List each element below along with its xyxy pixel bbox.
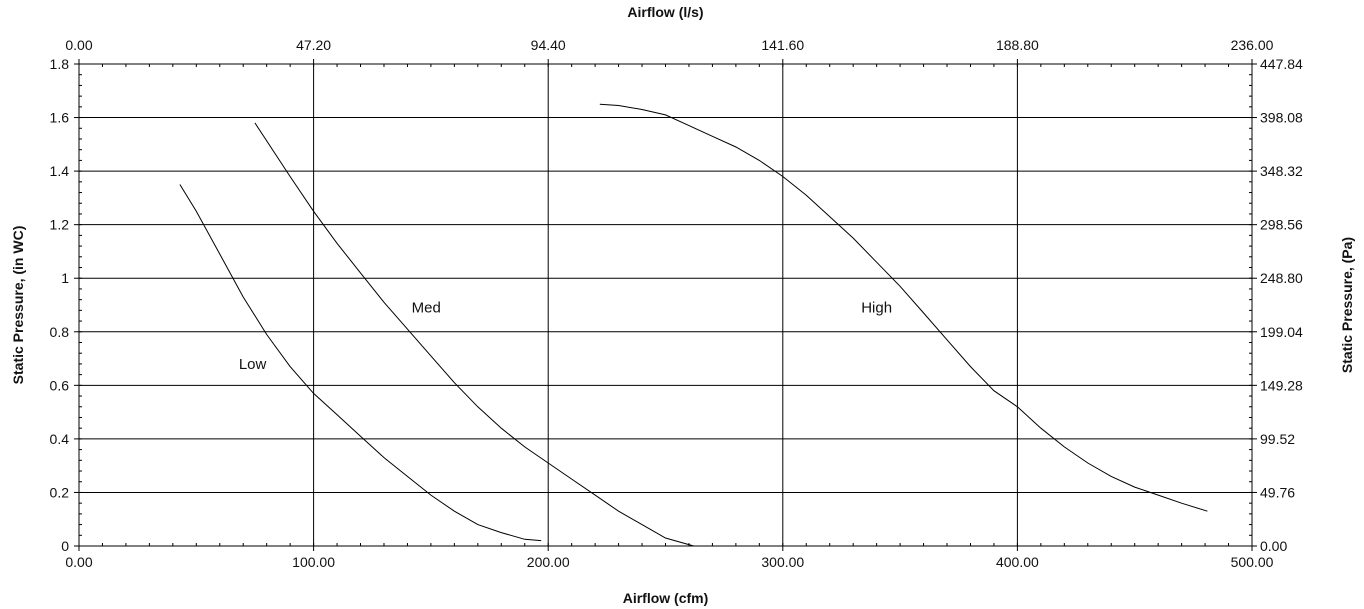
y2-tick-label: 447.84 [1260, 56, 1303, 72]
y2-tick-label: 199.04 [1260, 324, 1303, 340]
y2-tick-label: 99.52 [1260, 431, 1295, 447]
left-axis-title: Static Pressure, (in WC) [10, 226, 26, 385]
curve-high [599, 103, 1208, 512]
x-tick-label: 400.00 [996, 554, 1039, 570]
x-tick-label: 0.00 [65, 554, 92, 570]
x-tick-label: 200.00 [527, 554, 570, 570]
y-tick-label: 0.2 [50, 484, 70, 500]
grid [79, 64, 1252, 546]
x-tick-label: 300.00 [761, 554, 804, 570]
curves [179, 103, 1208, 547]
x2-tick-label: 141.60 [761, 37, 804, 53]
tick-labels: 0.00 100.00 200.00 300.00 400.00 500.000.00 47… [50, 37, 1304, 570]
minor-ticks [74, 59, 1257, 551]
x-tick-label: 500.00 [1231, 554, 1274, 570]
y-tick-label: 0.4 [50, 431, 70, 447]
curve-label-low: Low [239, 356, 267, 373]
bottom-axis-title: Airflow (cfm) [623, 590, 709, 606]
y2-tick-label: 348.32 [1260, 163, 1303, 179]
x2-tick-label: 47.20 [296, 37, 331, 53]
y-tick-label: 1.4 [50, 163, 70, 179]
y2-tick-label: 248.80 [1260, 270, 1303, 286]
y-tick-label: 1.2 [50, 217, 70, 233]
x2-tick-label: 236.00 [1231, 37, 1274, 53]
y-tick-label: 1.6 [50, 110, 70, 126]
y2-tick-label: 0.00 [1260, 538, 1287, 554]
plot-frame [78, 63, 1253, 547]
y-tick-label: 0.8 [50, 324, 70, 340]
x2-tick-label: 188.80 [996, 37, 1039, 53]
curve-med [254, 122, 694, 547]
right-axis-title: Static Pressure, (Pa) [1339, 237, 1355, 373]
x2-tick-label: 0.00 [65, 37, 92, 53]
x2-tick-label: 94.40 [531, 37, 566, 53]
y-tick-label: 0 [61, 538, 69, 554]
y-tick-label: 1 [61, 270, 69, 286]
y2-tick-label: 49.76 [1260, 484, 1295, 500]
curve-label-high: High [861, 300, 892, 317]
y2-tick-label: 298.56 [1260, 217, 1303, 233]
curve-label-med: Med [412, 300, 441, 317]
curve-low [179, 184, 542, 542]
y-tick-label: 1.8 [50, 56, 70, 72]
y2-tick-label: 398.08 [1260, 110, 1303, 126]
top-axis-title: Airflow (l/s) [627, 4, 703, 20]
x-tick-label: 100.00 [292, 554, 335, 570]
y-tick-label: 0.6 [50, 377, 70, 393]
y2-tick-label: 149.28 [1260, 377, 1303, 393]
